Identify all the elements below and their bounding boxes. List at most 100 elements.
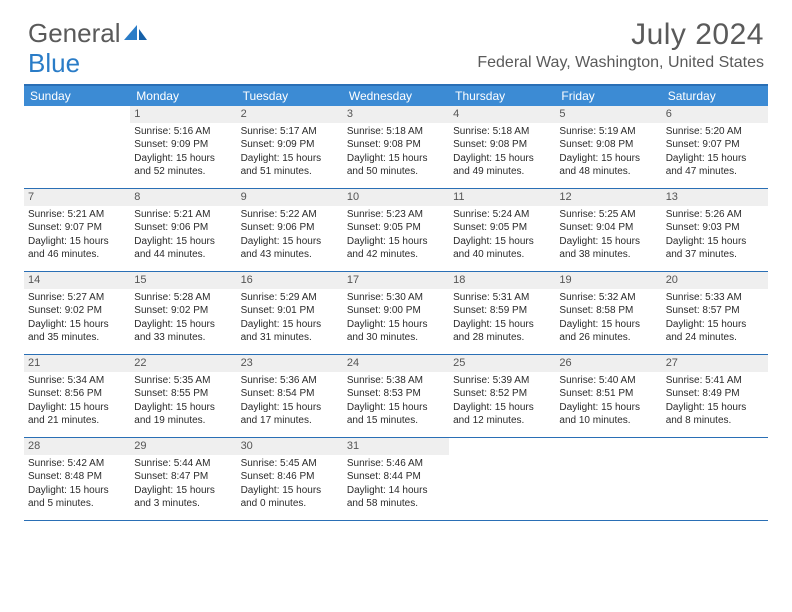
day-detail-line: and 42 minutes. [347, 248, 445, 262]
day-detail-line: Sunset: 8:52 PM [453, 387, 551, 401]
day-detail-line: and 51 minutes. [241, 165, 339, 179]
day-detail-line: Sunrise: 5:38 AM [347, 374, 445, 388]
day-detail-line: Sunrise: 5:21 AM [28, 208, 126, 222]
day-detail-line: and 44 minutes. [134, 248, 232, 262]
day-detail-line: Sunset: 8:48 PM [28, 470, 126, 484]
day-detail-line: Sunrise: 5:20 AM [666, 125, 764, 139]
day-detail-line: Daylight: 15 hours [559, 401, 657, 415]
day-detail-line: Daylight: 15 hours [134, 152, 232, 166]
day-detail-line: Sunset: 9:08 PM [347, 138, 445, 152]
day-number: 11 [449, 189, 555, 206]
day-cell: 31Sunrise: 5:46 AMSunset: 8:44 PMDayligh… [343, 438, 449, 520]
day-detail-line: Sunrise: 5:35 AM [134, 374, 232, 388]
day-detail-line: Daylight: 14 hours [347, 484, 445, 498]
day-detail-line: Sunrise: 5:17 AM [241, 125, 339, 139]
day-detail-line: Daylight: 15 hours [134, 484, 232, 498]
day-detail-line: and 48 minutes. [559, 165, 657, 179]
day-number: 24 [343, 355, 449, 372]
weekday-header: Saturday [662, 86, 768, 106]
day-detail-line: Daylight: 15 hours [28, 318, 126, 332]
day-detail-line: Daylight: 15 hours [666, 401, 764, 415]
day-detail-line: Sunrise: 5:23 AM [347, 208, 445, 222]
day-number: 6 [662, 106, 768, 123]
day-detail-line: Sunset: 8:51 PM [559, 387, 657, 401]
week-row: 1Sunrise: 5:16 AMSunset: 9:09 PMDaylight… [24, 106, 768, 189]
day-cell [449, 438, 555, 520]
day-detail-line: Daylight: 15 hours [559, 235, 657, 249]
day-detail-line: Sunset: 9:00 PM [347, 304, 445, 318]
day-detail-line: Sunrise: 5:32 AM [559, 291, 657, 305]
day-cell: 9Sunrise: 5:22 AMSunset: 9:06 PMDaylight… [237, 189, 343, 271]
day-detail-line: Sunrise: 5:30 AM [347, 291, 445, 305]
day-detail-line: Sunrise: 5:19 AM [559, 125, 657, 139]
day-detail-line: Sunset: 8:55 PM [134, 387, 232, 401]
day-detail-line: Sunrise: 5:22 AM [241, 208, 339, 222]
day-detail-line: Sunrise: 5:18 AM [453, 125, 551, 139]
day-detail-line: Sunrise: 5:45 AM [241, 457, 339, 471]
day-detail-line: and 19 minutes. [134, 414, 232, 428]
week-row: 7Sunrise: 5:21 AMSunset: 9:07 PMDaylight… [24, 189, 768, 272]
day-detail-line: Sunset: 9:09 PM [241, 138, 339, 152]
day-detail-line: Sunset: 9:08 PM [559, 138, 657, 152]
day-number: 23 [237, 355, 343, 372]
day-detail-line: and 33 minutes. [134, 331, 232, 345]
day-detail-line: Daylight: 15 hours [453, 235, 551, 249]
day-detail-line: and 17 minutes. [241, 414, 339, 428]
day-number: 13 [662, 189, 768, 206]
day-detail-line: Daylight: 15 hours [28, 484, 126, 498]
day-detail-line: Sunset: 9:05 PM [347, 221, 445, 235]
day-number: 30 [237, 438, 343, 455]
day-detail-line: and 5 minutes. [28, 497, 126, 511]
day-number: 8 [130, 189, 236, 206]
day-cell: 1Sunrise: 5:16 AMSunset: 9:09 PMDaylight… [130, 106, 236, 188]
day-detail-line: Sunrise: 5:29 AM [241, 291, 339, 305]
day-detail-line: Sunset: 8:57 PM [666, 304, 764, 318]
day-detail-line: and 40 minutes. [453, 248, 551, 262]
day-number: 12 [555, 189, 661, 206]
day-detail-line: Daylight: 15 hours [453, 152, 551, 166]
day-number: 1 [130, 106, 236, 123]
day-detail-line: and 46 minutes. [28, 248, 126, 262]
day-detail-line: Daylight: 15 hours [347, 318, 445, 332]
day-cell: 16Sunrise: 5:29 AMSunset: 9:01 PMDayligh… [237, 272, 343, 354]
day-number: 3 [343, 106, 449, 123]
day-detail-line: Sunset: 8:53 PM [347, 387, 445, 401]
day-number: 21 [24, 355, 130, 372]
day-detail-line: Sunrise: 5:34 AM [28, 374, 126, 388]
day-detail-line: and 21 minutes. [28, 414, 126, 428]
day-cell: 2Sunrise: 5:17 AMSunset: 9:09 PMDaylight… [237, 106, 343, 188]
day-detail-line: Sunrise: 5:44 AM [134, 457, 232, 471]
day-detail-line: and 58 minutes. [347, 497, 445, 511]
day-cell: 26Sunrise: 5:40 AMSunset: 8:51 PMDayligh… [555, 355, 661, 437]
day-cell: 17Sunrise: 5:30 AMSunset: 9:00 PMDayligh… [343, 272, 449, 354]
day-detail-line: Sunrise: 5:28 AM [134, 291, 232, 305]
day-number: 26 [555, 355, 661, 372]
day-detail-line: Sunset: 9:02 PM [134, 304, 232, 318]
calendar-grid: SundayMondayTuesdayWednesdayThursdayFrid… [24, 84, 768, 521]
day-cell: 23Sunrise: 5:36 AMSunset: 8:54 PMDayligh… [237, 355, 343, 437]
day-detail-line: Sunset: 9:06 PM [241, 221, 339, 235]
day-detail-line: and 26 minutes. [559, 331, 657, 345]
day-detail-line: Daylight: 15 hours [134, 235, 232, 249]
day-cell: 18Sunrise: 5:31 AMSunset: 8:59 PMDayligh… [449, 272, 555, 354]
week-row: 28Sunrise: 5:42 AMSunset: 8:48 PMDayligh… [24, 438, 768, 521]
day-detail-line: and 15 minutes. [347, 414, 445, 428]
day-cell: 24 Sunrise: 5:38 AMSunset: 8:53 PMDayligh… [343, 355, 449, 437]
day-detail-line: Sunrise: 5:42 AM [28, 457, 126, 471]
day-detail-line: Sunrise: 5:39 AM [453, 374, 551, 388]
day-detail-line: Daylight: 15 hours [453, 401, 551, 415]
day-number: 29 [130, 438, 236, 455]
day-number: 10 [343, 189, 449, 206]
day-cell: 29Sunrise: 5:44 AMSunset: 8:47 PMDayligh… [130, 438, 236, 520]
day-cell: 28Sunrise: 5:42 AMSunset: 8:48 PMDayligh… [24, 438, 130, 520]
day-detail-line: and 30 minutes. [347, 331, 445, 345]
day-detail-line: Daylight: 15 hours [453, 318, 551, 332]
day-cell: 11Sunrise: 5:24 AMSunset: 9:05 PMDayligh… [449, 189, 555, 271]
day-detail-line: and 43 minutes. [241, 248, 339, 262]
day-detail-line: Daylight: 15 hours [241, 484, 339, 498]
weekday-header: Monday [130, 86, 236, 106]
day-detail-line: Sunset: 9:06 PM [134, 221, 232, 235]
day-detail-line: Sunset: 9:02 PM [28, 304, 126, 318]
day-detail-line: Sunset: 8:59 PM [453, 304, 551, 318]
day-detail-line: Daylight: 15 hours [347, 401, 445, 415]
